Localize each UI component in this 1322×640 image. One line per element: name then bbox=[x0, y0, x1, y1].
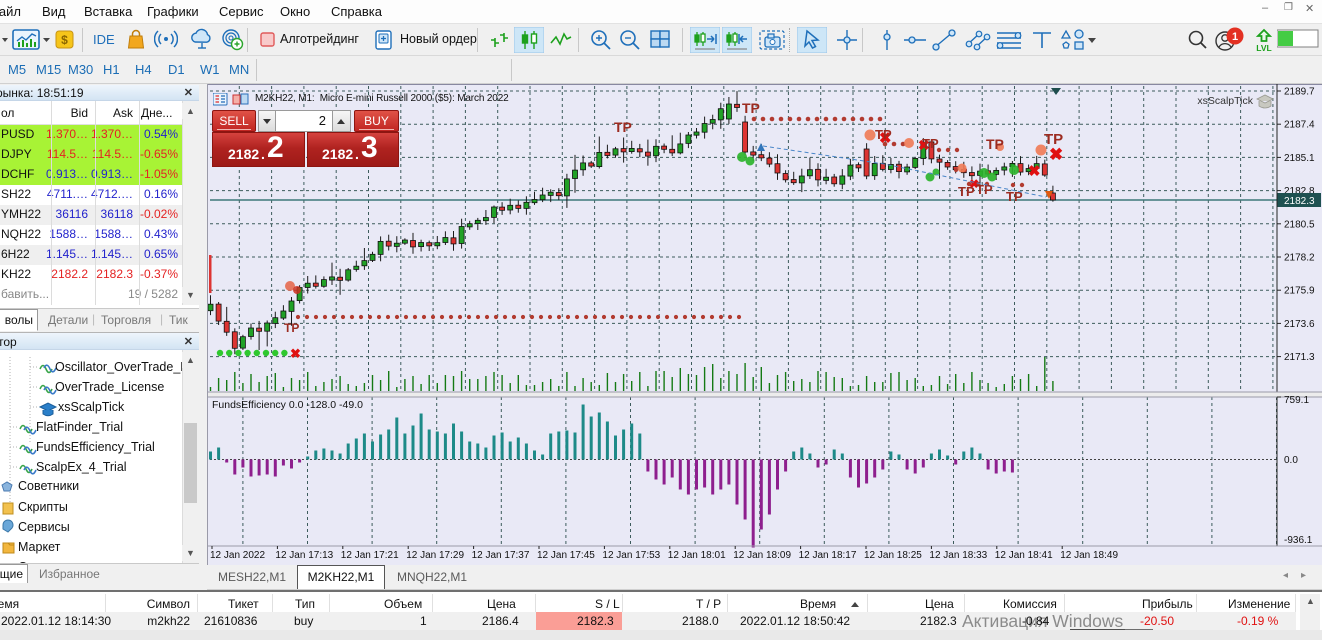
svg-text:12 Jan 17:13: 12 Jan 17:13 bbox=[275, 550, 333, 561]
svg-text:TP: TP bbox=[1044, 131, 1063, 148]
svg-text:12 Jan 18:49: 12 Jan 18:49 bbox=[1060, 550, 1118, 561]
svg-text:2187.4: 2187.4 bbox=[1284, 120, 1315, 131]
svg-text:12 Jan 18:25: 12 Jan 18:25 bbox=[864, 550, 922, 561]
svg-text:IDE: IDE bbox=[93, 32, 115, 47]
svg-text:xsScalpTick: xsScalpTick bbox=[1197, 95, 1253, 107]
svg-text:TP: TP bbox=[284, 321, 299, 335]
svg-text:12 Jan 18:01: 12 Jan 18:01 bbox=[668, 550, 726, 561]
svg-text:TP: TP bbox=[875, 127, 892, 142]
svg-text:12 Jan 17:37: 12 Jan 17:37 bbox=[472, 550, 530, 561]
svg-text:2178.2: 2178.2 bbox=[1284, 253, 1315, 264]
svg-text:12 Jan 18:09: 12 Jan 18:09 bbox=[733, 550, 791, 561]
svg-text:2185.1: 2185.1 bbox=[1284, 153, 1315, 164]
svg-text:12 Jan 18:33: 12 Jan 18:33 bbox=[929, 550, 987, 561]
svg-text:FundsEfficiency 0.0 -128.0 -49: FundsEfficiency 0.0 -128.0 -49.0 bbox=[212, 399, 363, 411]
svg-text:2180.5: 2180.5 bbox=[1284, 219, 1315, 230]
svg-text:TP: TP bbox=[922, 136, 939, 151]
svg-text:0.0: 0.0 bbox=[1284, 455, 1298, 466]
svg-text:✖: ✖ bbox=[969, 177, 979, 191]
svg-text:2189.7: 2189.7 bbox=[1284, 87, 1315, 98]
svg-text:✖: ✖ bbox=[918, 137, 930, 153]
svg-text:-936.1: -936.1 bbox=[1284, 535, 1313, 546]
svg-text:LVL: LVL bbox=[1256, 43, 1271, 53]
svg-text:TP: TP bbox=[1006, 189, 1023, 204]
svg-text:TP: TP bbox=[614, 119, 632, 135]
svg-text:TP: TP bbox=[986, 136, 1004, 152]
svg-text:12 Jan 17:29: 12 Jan 17:29 bbox=[406, 550, 464, 561]
svg-text:✖: ✖ bbox=[1049, 145, 1063, 164]
svg-text:12 Jan 18:41: 12 Jan 18:41 bbox=[995, 550, 1053, 561]
svg-text:12 Jan 18:17: 12 Jan 18:17 bbox=[799, 550, 857, 561]
svg-text:12 Jan 17:45: 12 Jan 17:45 bbox=[537, 550, 595, 561]
svg-text:12 Jan 17:21: 12 Jan 17:21 bbox=[341, 550, 399, 561]
svg-text:TP: TP bbox=[742, 100, 760, 116]
svg-text:✖: ✖ bbox=[290, 346, 301, 361]
svg-text:$: $ bbox=[61, 33, 68, 47]
svg-text:2173.6: 2173.6 bbox=[1284, 319, 1315, 330]
svg-text:2182.3: 2182.3 bbox=[1284, 196, 1315, 207]
svg-text:TP: TP bbox=[958, 184, 975, 199]
svg-text:TP: TP bbox=[976, 182, 993, 197]
svg-text:✖: ✖ bbox=[879, 130, 892, 147]
svg-text:12 Jan 2022: 12 Jan 2022 bbox=[210, 550, 265, 561]
svg-text:759.1: 759.1 bbox=[1284, 395, 1309, 406]
svg-text:2171.3: 2171.3 bbox=[1284, 352, 1315, 363]
svg-text:2182.8: 2182.8 bbox=[1284, 186, 1315, 197]
svg-text:2175.9: 2175.9 bbox=[1284, 286, 1315, 297]
svg-text:✖: ✖ bbox=[1028, 163, 1041, 180]
svg-text:12 Jan 17:53: 12 Jan 17:53 bbox=[602, 550, 660, 561]
svg-text:1: 1 bbox=[1232, 31, 1238, 43]
